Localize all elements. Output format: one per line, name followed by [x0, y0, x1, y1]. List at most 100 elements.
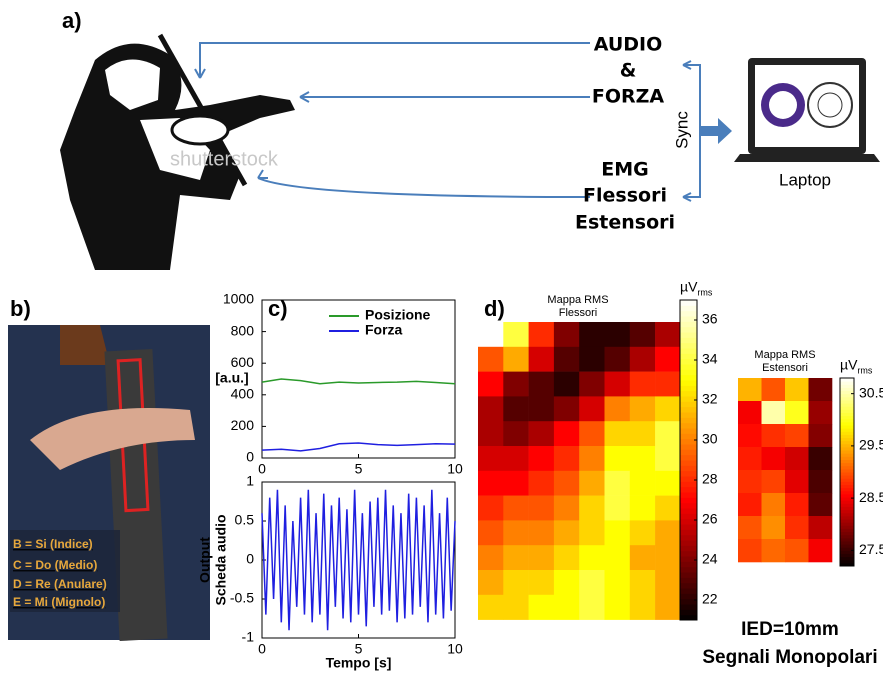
colorbar-segment	[680, 551, 697, 557]
colorbar-label: 29.5	[859, 437, 883, 453]
heatmap-cell	[478, 347, 504, 372]
heatmap-cell	[579, 520, 605, 545]
x-tick-label: 10	[447, 641, 463, 657]
heatmap-cell	[605, 471, 631, 496]
colorbar-segment	[680, 417, 697, 423]
heatmap-cell	[579, 446, 605, 471]
heatmap-cell	[503, 347, 529, 372]
colorbar-segment	[680, 529, 697, 535]
colorbar-label: 22	[702, 591, 718, 607]
colorbar-label: 28.5	[859, 489, 883, 505]
heatmap-cell	[809, 447, 833, 470]
heatmap-cell	[809, 401, 833, 424]
heatmap-cell	[738, 447, 762, 470]
heatmap-cell	[579, 595, 605, 620]
heatmap-cell	[503, 471, 529, 496]
heatmap-cell	[554, 496, 580, 521]
x-tick-label: 0	[258, 641, 266, 657]
colorbar-segment	[680, 444, 697, 450]
colorbar-segment	[840, 431, 854, 435]
colorbar-segment	[840, 412, 854, 416]
heatmap-cell	[762, 470, 786, 493]
colorbar-unit-sub: rms	[857, 365, 872, 375]
colorbar-segment	[840, 419, 854, 423]
colorbar-segment	[840, 381, 854, 385]
colorbar-segment	[680, 300, 697, 306]
heatmap-cell	[655, 520, 681, 545]
colorbar-segment	[840, 550, 854, 554]
source-text: &	[620, 60, 637, 82]
laptop-label: Laptop	[779, 170, 831, 189]
colorbar-segment	[680, 433, 697, 439]
colorbar-segment	[680, 524, 697, 530]
heatmap-cell	[809, 378, 833, 401]
heatmap-cell	[529, 372, 555, 397]
colorbar-segment	[840, 438, 854, 442]
heatmap-cell	[529, 347, 555, 372]
heatmap-cell	[655, 570, 681, 595]
colorbar-segment	[840, 400, 854, 404]
colorbar-segment	[840, 553, 854, 557]
colorbar-segment	[840, 434, 854, 438]
heatmap-cell	[503, 595, 529, 620]
heatmap-cell	[478, 520, 504, 545]
heatmap-cell	[655, 372, 681, 397]
heatmap-cell	[630, 347, 656, 372]
colorbar-label: 34	[702, 351, 718, 367]
colorbar-segment	[840, 469, 854, 473]
colorbar-segment	[840, 387, 854, 391]
colorbar-segment	[680, 396, 697, 402]
colorbar-segment	[840, 481, 854, 485]
heatmap-cell	[630, 372, 656, 397]
heatmap-cell	[554, 372, 580, 397]
heatmap-cell	[655, 396, 681, 421]
heatmap-cell	[785, 516, 809, 539]
heatmap-cell	[605, 595, 631, 620]
heatmap-cell	[738, 470, 762, 493]
colorbar-segment	[840, 544, 854, 548]
heatmap-cell	[478, 496, 504, 521]
heatmap-cell	[809, 516, 833, 539]
heatmap-cell	[503, 372, 529, 397]
colorbar-segment	[840, 397, 854, 401]
heatmap-cell	[579, 545, 605, 570]
heatmap-cell	[503, 322, 529, 347]
laptop	[734, 58, 880, 162]
colorbar-segment	[840, 416, 854, 420]
heatmap-cell	[554, 570, 580, 595]
colorbar-unit: µV	[840, 357, 858, 373]
colorbar-segment	[680, 332, 697, 338]
heatmap-cell	[554, 520, 580, 545]
colorbar-segment	[840, 478, 854, 482]
heatmap-cell	[478, 372, 504, 397]
heatmap-cell	[554, 446, 580, 471]
heatmap-cell	[605, 421, 631, 446]
colorbar-segment	[840, 394, 854, 398]
photo	[8, 325, 210, 641]
heatmap-cell	[630, 545, 656, 570]
heatmap-cell	[478, 421, 504, 446]
heatmap-cell	[579, 421, 605, 446]
plot-area	[262, 300, 455, 458]
heatmap-cell	[554, 396, 580, 421]
x-tick-label: 10	[447, 461, 463, 477]
colorbar-segment	[840, 541, 854, 545]
colorbar-segment	[840, 538, 854, 542]
colorbar-segment	[680, 567, 697, 573]
heatmap-cell	[605, 545, 631, 570]
colorbar-label: 24	[702, 551, 718, 567]
y-tick-label: 1	[246, 473, 254, 489]
colorbar-segment	[840, 459, 854, 463]
heatmap-cell	[554, 471, 580, 496]
heatmap-cell	[762, 516, 786, 539]
heatmap-cell	[579, 496, 605, 521]
colorbar-segment	[680, 449, 697, 455]
heatmap-cell	[503, 545, 529, 570]
panel-label: b)	[10, 296, 31, 321]
heatmap-cell	[478, 570, 504, 595]
legend-text: C = Do (Medio)	[13, 558, 97, 572]
colorbar-segment	[840, 463, 854, 467]
y-tick-label: -0.5	[230, 590, 254, 606]
heatmap-cell	[630, 471, 656, 496]
colorbar-segment	[840, 522, 854, 526]
